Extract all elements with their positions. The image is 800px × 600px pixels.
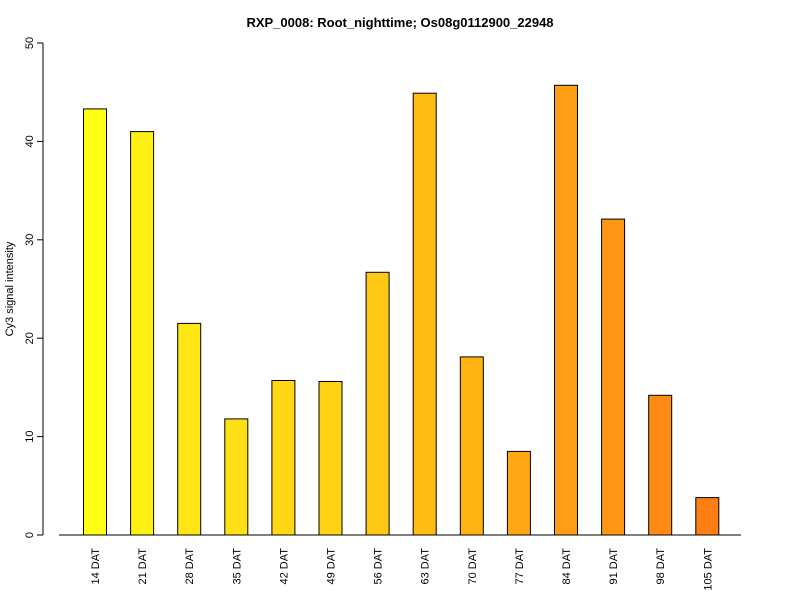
bar	[412, 92, 437, 536]
x-tick-label: 77 DAT	[514, 548, 526, 585]
x-axis: 14 DAT 21 DAT 28 DAT 35 DAT 42 DAT 49 DAT 56 D…	[59, 534, 741, 591]
bar	[177, 322, 202, 536]
bar	[271, 380, 296, 536]
x-tick-label: 91 DAT	[608, 548, 620, 585]
bar	[365, 271, 390, 536]
chart-title: RXP_0008: Root_nighttime; Os08g0112900_2…	[246, 15, 553, 30]
y-tick-label: 10	[24, 430, 36, 442]
bars	[83, 84, 720, 536]
x-tick-label: 28 DAT	[184, 548, 196, 585]
y-tick-label: 20	[24, 332, 36, 344]
y-axis: 0 10 20 30 40 50	[24, 37, 44, 538]
bar	[554, 84, 578, 536]
bar	[83, 108, 107, 536]
bar	[130, 131, 155, 536]
y-axis-label: Cy3 signal intensity	[4, 241, 16, 336]
bar	[695, 497, 720, 536]
x-tick-label: 56 DAT	[373, 548, 385, 585]
y-tick-label: 30	[24, 234, 36, 246]
bar	[224, 418, 249, 536]
bar	[318, 381, 343, 536]
bar	[459, 356, 484, 536]
x-tick-label: 98 DAT	[655, 548, 667, 585]
y-tick-label: 50	[24, 37, 36, 49]
x-tick-label: 42 DAT	[278, 548, 290, 585]
bar	[601, 218, 626, 536]
x-tick-label: 49 DAT	[326, 548, 338, 585]
bar	[506, 450, 531, 536]
bar	[648, 394, 673, 536]
x-tick-label: 105 DAT	[702, 548, 714, 591]
x-tick-label: 21 DAT	[137, 548, 149, 585]
x-tick-label: 14 DAT	[90, 548, 102, 585]
y-tick-label: 40	[24, 135, 36, 147]
x-tick-label: 84 DAT	[561, 548, 573, 585]
y-tick-label: 0	[24, 532, 36, 538]
x-tick-label: 35 DAT	[231, 548, 243, 585]
x-tick-label: 63 DAT	[420, 548, 432, 585]
x-tick-label: 70 DAT	[467, 548, 479, 585]
